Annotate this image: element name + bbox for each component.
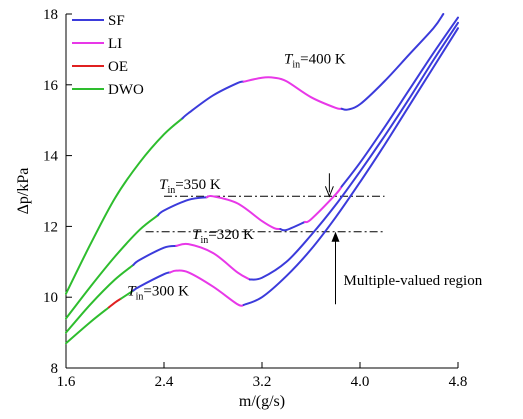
legend: SF LI OE DWO — [72, 13, 144, 98]
x-tick-label: 4.0 — [351, 374, 370, 390]
series-segment — [205, 194, 282, 231]
y-tick-label: 10 — [43, 290, 58, 306]
series-segment — [242, 76, 343, 110]
legend-label: SF — [108, 13, 125, 29]
reference-lines — [145, 195, 385, 233]
y-axis-title: Δp/kPa — [15, 168, 32, 215]
series-line — [65, 16, 459, 320]
series-segment — [279, 220, 306, 232]
series-labels: Tin=400 K Tin=350 K Tin=320 K Tin=300 K — [127, 52, 346, 303]
series-label: Tin=320 K — [192, 227, 254, 246]
series-segment — [303, 185, 343, 224]
series-segment — [175, 242, 251, 281]
series-group — [65, 13, 459, 345]
series-segment — [340, 13, 445, 111]
series-segment — [132, 271, 172, 292]
series-segment — [169, 269, 245, 307]
series-segment — [65, 214, 159, 320]
annotation-text: Multiple-valued region — [344, 273, 483, 289]
series-segment — [65, 306, 110, 345]
down-arrow-head — [324, 186, 334, 198]
series-segment — [132, 244, 178, 266]
legend-label: LI — [108, 36, 122, 52]
series-segment — [65, 117, 184, 295]
up-arrow-head — [331, 231, 340, 242]
y-tick-label: 12 — [43, 219, 58, 235]
series-line — [65, 27, 459, 345]
series-segment — [340, 16, 459, 188]
series-label: Tin=300 K — [127, 283, 189, 302]
series-segment — [242, 27, 459, 306]
legend-label: OE — [108, 59, 128, 75]
x-tick-label: 4.8 — [449, 374, 468, 390]
annotation-arrows — [324, 173, 340, 305]
x-axis-title: m/(g/s) — [239, 393, 285, 410]
y-tick-label: 14 — [43, 149, 59, 165]
series-line — [65, 21, 459, 334]
x-tick-label: 3.2 — [253, 374, 272, 390]
y-tick-label: 8 — [51, 361, 59, 377]
series-segment — [65, 263, 135, 334]
x-tick-label: 2.4 — [155, 374, 174, 390]
series-line — [65, 13, 445, 295]
ticks: 1.6 2.4 3.2 4.0 4.8 8 10 12 14 16 18 — [43, 7, 467, 390]
series-segment — [107, 297, 123, 309]
y-tick-label: 16 — [43, 78, 59, 94]
x-tick-label: 1.6 — [57, 374, 76, 390]
y-tick-label: 18 — [43, 7, 58, 23]
series-segment — [156, 196, 208, 217]
legend-label: DWO — [108, 82, 144, 98]
series-segment — [248, 21, 459, 281]
series-label: Tin=400 K — [284, 52, 346, 71]
series-segment — [181, 80, 245, 120]
series-label: Tin=350 K — [159, 177, 221, 196]
